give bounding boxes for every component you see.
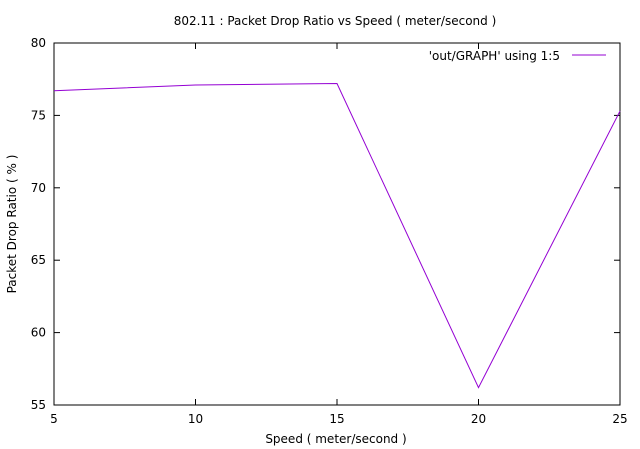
plot-frame <box>53 42 621 406</box>
y-tick-label: 65 <box>31 253 46 267</box>
x-tick-label: 5 <box>50 412 58 426</box>
series-line <box>53 83 621 389</box>
y-tick-label: 55 <box>31 398 46 412</box>
y-tick-label: 75 <box>31 108 46 122</box>
y-axis-label: Packet Drop Ratio ( % ) <box>5 155 19 294</box>
x-tick-label: 15 <box>329 412 344 426</box>
y-tick-label: 70 <box>31 181 46 195</box>
x-tick-label: 20 <box>471 412 486 426</box>
y-tick-label: 80 <box>31 36 46 50</box>
y-axis: 55 60 65 70 75 80 <box>31 36 620 412</box>
x-tick-label: 25 <box>612 412 627 426</box>
x-tick-label: 10 <box>188 412 203 426</box>
x-axis-label: Speed ( meter/second ) <box>265 432 406 446</box>
y-tick-label: 60 <box>31 326 46 340</box>
legend: 'out/GRAPH' using 1:5 <box>429 49 606 63</box>
chart-title: 802.11 : Packet Drop Ratio vs Speed ( me… <box>174 14 497 28</box>
legend-label: 'out/GRAPH' using 1:5 <box>429 49 560 63</box>
x-axis: 5 10 15 20 25 <box>50 43 628 426</box>
